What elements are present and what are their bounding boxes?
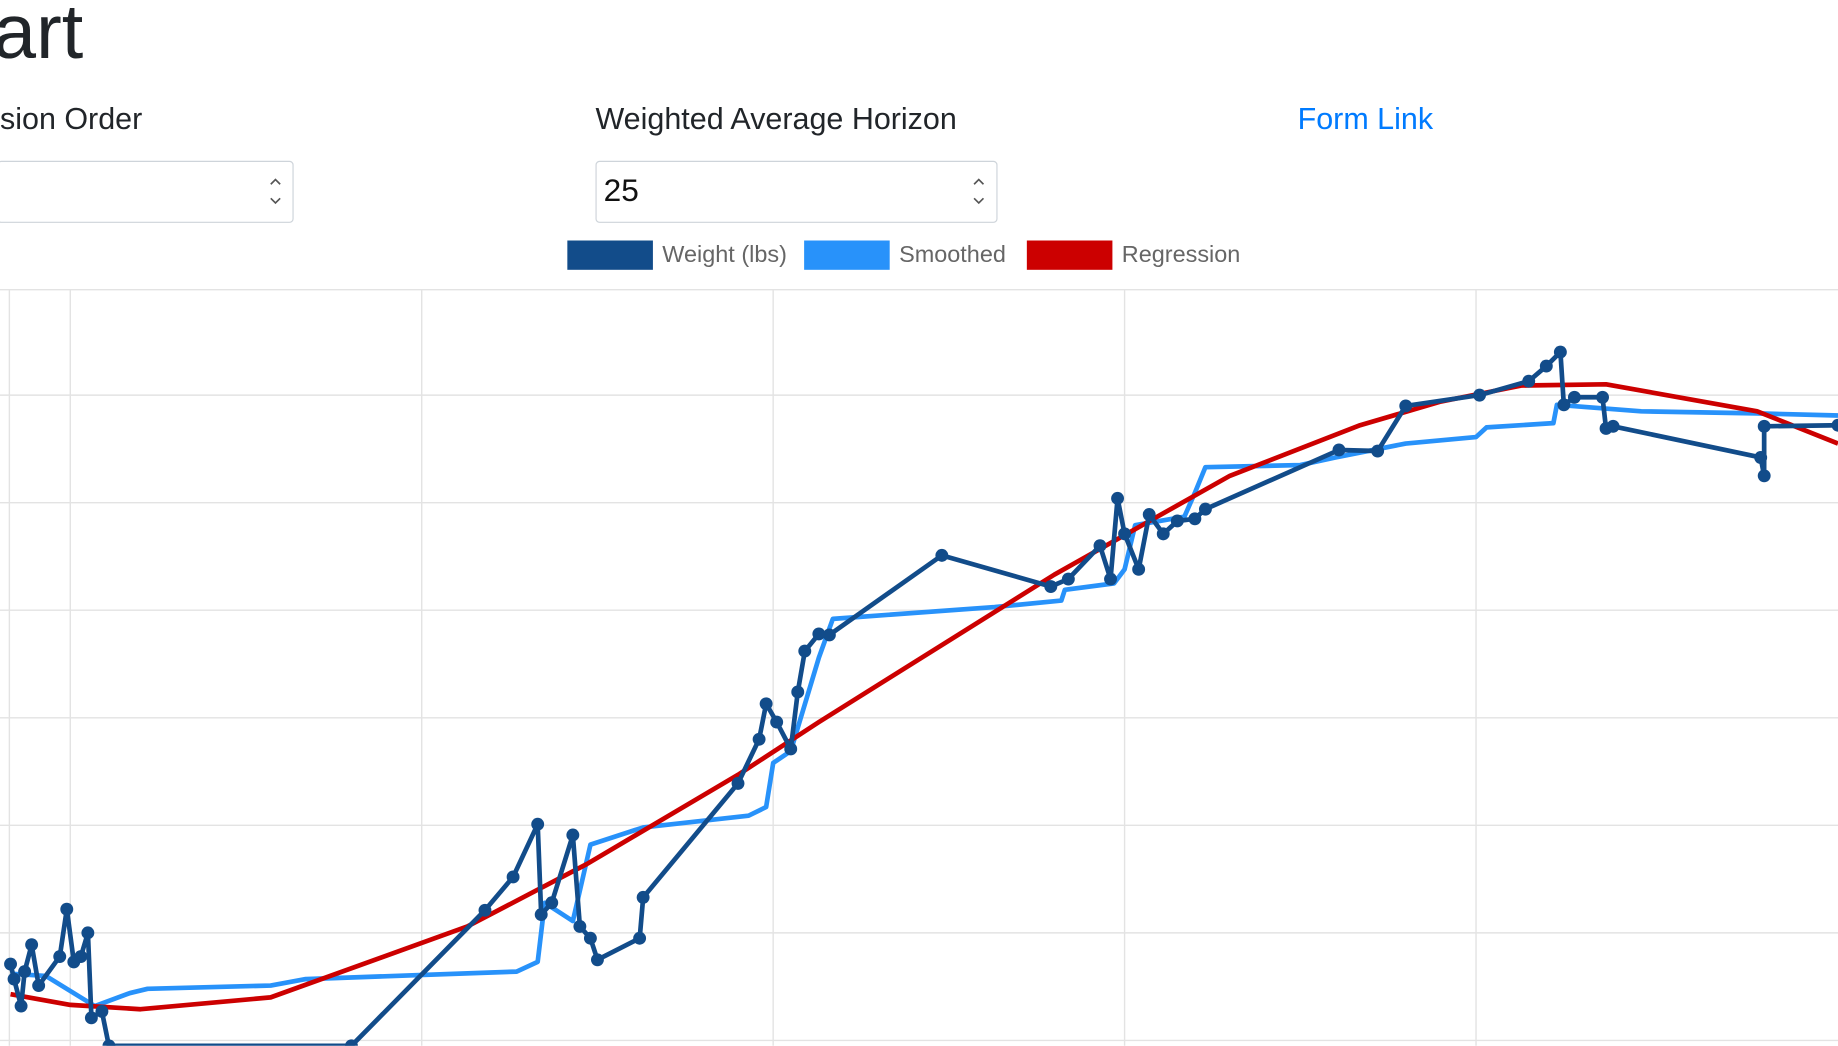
data-point	[1473, 388, 1486, 402]
data-point	[1132, 562, 1146, 576]
plot-area	[4, 345, 1838, 1046]
data-point	[1831, 418, 1838, 432]
data-point	[1539, 359, 1553, 373]
data-point	[1553, 345, 1567, 359]
series-line	[10, 402, 1838, 1009]
data-point	[1156, 527, 1170, 541]
data-point	[1557, 398, 1571, 412]
data-point	[1567, 390, 1581, 404]
data-point	[1142, 508, 1156, 521]
data-point	[1061, 572, 1075, 586]
data-point	[590, 953, 604, 967]
data-point	[573, 919, 587, 933]
data-point	[1754, 451, 1768, 464]
data-point	[1332, 443, 1346, 457]
data-point	[1757, 419, 1771, 433]
form-link[interactable]: Form Link	[1298, 102, 1434, 136]
data-point	[545, 896, 559, 910]
data-point	[636, 890, 650, 904]
data-point	[7, 972, 21, 986]
data-point	[583, 931, 597, 945]
data-point	[1371, 444, 1385, 458]
data-point	[1198, 502, 1212, 516]
data-point	[102, 1039, 116, 1046]
data-point	[759, 697, 773, 711]
data-point	[84, 1011, 98, 1025]
data-point	[32, 979, 46, 993]
series-line	[10, 381, 1838, 1012]
field-label: sion Order	[0, 102, 142, 136]
page-title: art	[0, 0, 83, 75]
data-point	[822, 628, 836, 642]
spinner[interactable]	[973, 178, 985, 205]
data-point	[4, 957, 17, 971]
data-point	[1399, 399, 1413, 413]
data-point	[534, 908, 548, 922]
data-point	[731, 776, 745, 790]
data-point	[506, 870, 520, 884]
data-point	[25, 938, 39, 952]
legend-swatch	[804, 240, 890, 270]
data-point	[53, 950, 67, 963]
legend-label: Smoothed	[899, 241, 1006, 267]
data-point	[18, 965, 32, 979]
data-point	[344, 1039, 358, 1046]
field-label: Weighted Average Horizon	[595, 102, 956, 136]
data-point	[81, 926, 95, 940]
data-point	[770, 715, 784, 729]
data-point	[95, 1004, 109, 1018]
data-point	[60, 902, 74, 916]
data-point	[566, 828, 580, 842]
data-point	[1104, 572, 1117, 586]
series-line	[8, 349, 1838, 1046]
data-point	[1188, 512, 1202, 526]
data-point	[531, 817, 545, 831]
data-point	[1044, 580, 1058, 594]
data-point	[1596, 390, 1609, 404]
data-point	[14, 999, 28, 1013]
number-input[interactable]	[0, 160, 294, 223]
data-point	[1757, 469, 1771, 483]
legend-label: Regression	[1122, 241, 1241, 267]
data-point	[935, 548, 949, 562]
data-point	[74, 950, 88, 963]
legend-swatch	[567, 240, 653, 270]
data-point	[1111, 491, 1125, 505]
data-point	[1118, 527, 1132, 541]
data-point	[1522, 374, 1536, 388]
legend-label: Weight (lbs)	[662, 241, 787, 267]
data-point	[752, 732, 766, 746]
input-value[interactable]: 25	[604, 172, 639, 208]
data-point	[1170, 514, 1184, 528]
number-input[interactable]	[595, 160, 998, 223]
data-point	[784, 742, 798, 756]
data-point	[478, 903, 492, 917]
data-point	[791, 685, 805, 699]
spinner[interactable]	[270, 178, 281, 205]
data-point	[798, 644, 812, 658]
data-point	[1606, 419, 1620, 433]
data-point	[633, 931, 647, 945]
legend-swatch	[1026, 240, 1113, 270]
data-point	[1093, 539, 1107, 553]
data-point	[812, 627, 826, 641]
